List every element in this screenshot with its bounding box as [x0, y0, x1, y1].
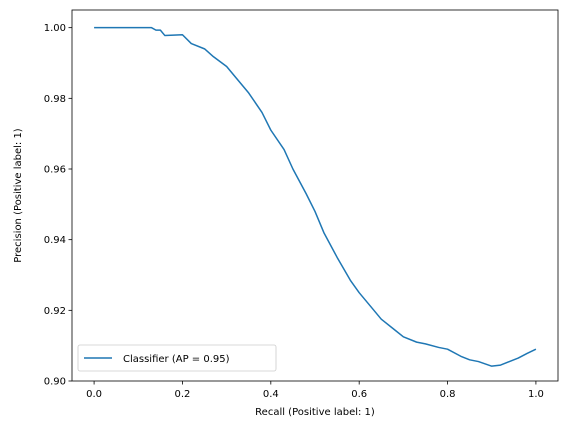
y-tick-label: 0.98: [44, 94, 66, 105]
y-tick-label: 0.90: [44, 377, 66, 388]
y-tick-label: 0.94: [44, 235, 66, 246]
legend: Classifier (AP = 0.95): [78, 345, 276, 371]
y-axis-label: Precision (Positive label: 1): [13, 128, 24, 263]
y-tick-label: 1.00: [44, 23, 66, 34]
x-tick-label: 0.4: [263, 389, 279, 400]
x-tick-label: 1.0: [528, 389, 544, 400]
x-tick-label: 0.8: [440, 389, 456, 400]
x-axis-label: Recall (Positive label: 1): [255, 407, 375, 418]
x-tick-label: 0.6: [351, 389, 367, 400]
y-tick-label: 0.96: [44, 165, 66, 176]
x-tick-label: 0.2: [175, 389, 191, 400]
legend-label-classifier: Classifier (AP = 0.95): [123, 354, 230, 365]
y-tick-label: 0.92: [44, 306, 66, 317]
x-tick-label: 0.0: [86, 389, 102, 400]
